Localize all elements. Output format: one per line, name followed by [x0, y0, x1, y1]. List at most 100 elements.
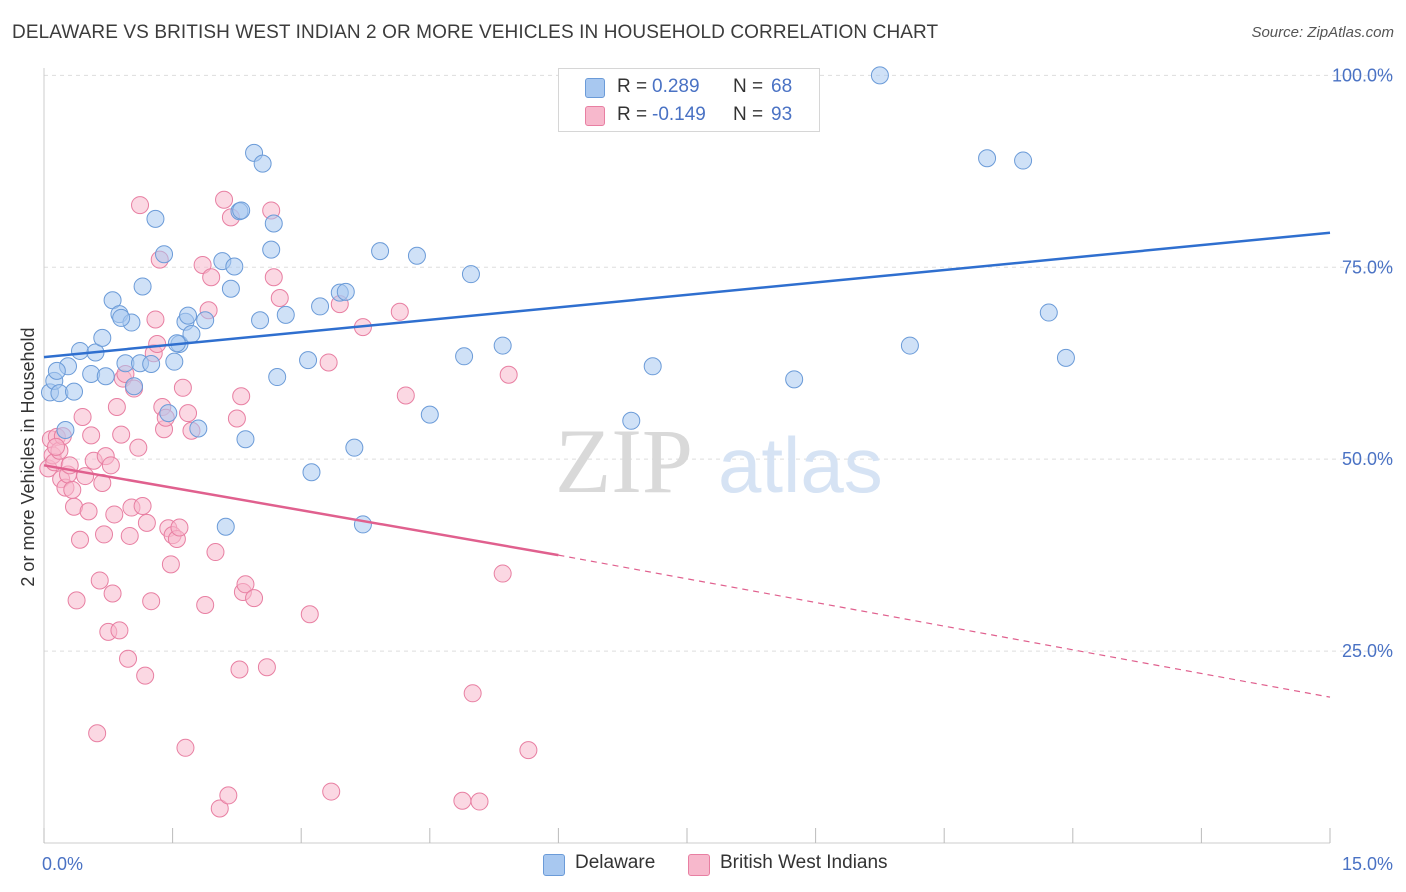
stats-legend: R = 0.289 N = 68 R = -0.149 N = 93	[558, 68, 820, 132]
data-point-delaware	[1039, 303, 1058, 322]
data-point-british-west-indians	[227, 409, 246, 428]
data-point-delaware	[133, 277, 152, 296]
data-point-british-west-indians	[107, 397, 126, 416]
series-delaware	[41, 66, 1075, 536]
data-point-british-west-indians	[120, 526, 139, 545]
chart-title: DELAWARE VS BRITISH WEST INDIAN 2 OR MOR…	[12, 22, 939, 43]
y-tick-label: 100.0%	[1332, 65, 1393, 85]
legend-n-value: 93	[771, 104, 793, 125]
data-point-british-west-indians	[103, 584, 122, 603]
data-point-british-west-indians	[230, 660, 249, 679]
data-point-british-west-indians	[133, 497, 152, 516]
data-point-british-west-indians	[146, 310, 165, 329]
data-point-british-west-indians	[47, 437, 66, 456]
data-point-delaware	[345, 438, 364, 457]
data-point-british-west-indians	[245, 589, 264, 608]
legend-swatch-delaware	[585, 78, 605, 98]
data-point-delaware	[353, 515, 372, 534]
data-point-delaware	[96, 367, 115, 386]
data-point-british-west-indians	[519, 741, 538, 760]
data-point-delaware	[264, 214, 283, 233]
data-point-british-west-indians	[119, 649, 138, 668]
legend-r-value: -0.149	[652, 104, 706, 125]
data-point-british-west-indians	[136, 666, 155, 685]
data-point-british-west-indians	[137, 513, 156, 532]
data-point-british-west-indians	[215, 190, 234, 209]
data-point-british-west-indians	[193, 255, 212, 274]
data-point-british-west-indians	[82, 426, 101, 445]
data-point-british-west-indians	[463, 684, 482, 703]
data-point-delaware	[47, 361, 66, 380]
data-point-delaware	[461, 265, 480, 284]
data-point-delaware	[216, 517, 235, 536]
data-point-british-west-indians	[63, 480, 82, 499]
data-point-delaware	[189, 419, 208, 438]
legend-row-british-west-indians: R = -0.149 N = 93	[559, 101, 819, 129]
legend-n-label: N =	[733, 76, 764, 97]
data-point-british-west-indians	[71, 530, 90, 549]
data-point-delaware	[56, 421, 75, 440]
data-point-delaware	[493, 336, 512, 355]
data-point-delaware	[420, 405, 439, 424]
data-point-british-west-indians	[176, 738, 195, 757]
data-point-delaware	[142, 354, 161, 373]
trend-line-british-west-indians-extrapolated	[558, 554, 1331, 698]
data-point-british-west-indians	[95, 525, 114, 544]
data-point-british-west-indians	[470, 792, 489, 811]
x-tick-label: 15.0%	[1342, 854, 1393, 874]
data-point-delaware	[71, 341, 90, 360]
bottom-legend-label-delaware: Delaware	[575, 852, 656, 873]
data-point-delaware	[978, 149, 997, 168]
data-point-british-west-indians	[101, 456, 120, 475]
data-point-british-west-indians	[110, 621, 129, 640]
legend-n-value: 68	[771, 76, 793, 97]
data-point-british-west-indians	[161, 555, 180, 574]
tick-labels: 25.0% 50.0% 75.0% 100.0% 0.0% 15.0%	[42, 65, 1393, 874]
watermark-atlas: atlas	[718, 421, 883, 509]
data-point-british-west-indians	[76, 467, 95, 486]
legend-r-value: 0.289	[652, 76, 700, 97]
trend-lines	[43, 231, 1331, 698]
data-point-delaware	[455, 347, 474, 366]
data-point-delaware	[1014, 151, 1033, 170]
data-point-british-west-indians	[396, 386, 415, 405]
data-point-delaware	[125, 377, 144, 396]
data-point-delaware	[900, 336, 919, 355]
data-point-delaware	[371, 242, 390, 261]
y-tick-label: 50.0%	[1342, 449, 1393, 469]
data-point-delaware	[179, 306, 198, 325]
data-point-british-west-indians	[232, 387, 251, 406]
watermark: ZIP atlas	[555, 410, 883, 512]
data-point-british-west-indians	[170, 518, 189, 537]
data-point-delaware	[622, 411, 641, 430]
data-point-delaware	[146, 209, 165, 228]
legend-r-label: R =	[617, 104, 648, 125]
data-point-delaware	[276, 305, 295, 324]
data-point-british-west-indians	[112, 425, 131, 444]
data-point-british-west-indians	[390, 302, 409, 321]
data-point-british-west-indians	[270, 288, 289, 307]
data-point-delaware	[311, 297, 330, 316]
data-point-british-west-indians	[257, 658, 276, 677]
data-point-british-west-indians	[129, 438, 148, 457]
bottom-legend-swatch-delaware	[543, 854, 565, 876]
data-point-delaware	[407, 246, 426, 265]
data-point-british-west-indians	[142, 592, 161, 611]
data-point-british-west-indians	[300, 605, 319, 624]
legend-r-label: R =	[617, 76, 648, 97]
data-point-delaware	[299, 351, 318, 370]
data-point-delaware	[155, 245, 174, 264]
data-point-british-west-indians	[202, 268, 221, 287]
data-point-british-west-indians	[79, 502, 98, 521]
y-tick-label: 75.0%	[1342, 257, 1393, 277]
data-point-british-west-indians	[131, 196, 150, 215]
data-point-delaware	[870, 66, 889, 85]
data-point-british-west-indians	[206, 543, 225, 562]
data-point-delaware	[268, 368, 287, 387]
data-point-delaware	[93, 328, 112, 347]
trend-line-british-west-indians	[43, 464, 559, 557]
legend-swatch-british-west-indians	[585, 106, 605, 126]
legend-n-label: N =	[733, 104, 764, 125]
x-tick-label: 0.0%	[42, 854, 83, 874]
